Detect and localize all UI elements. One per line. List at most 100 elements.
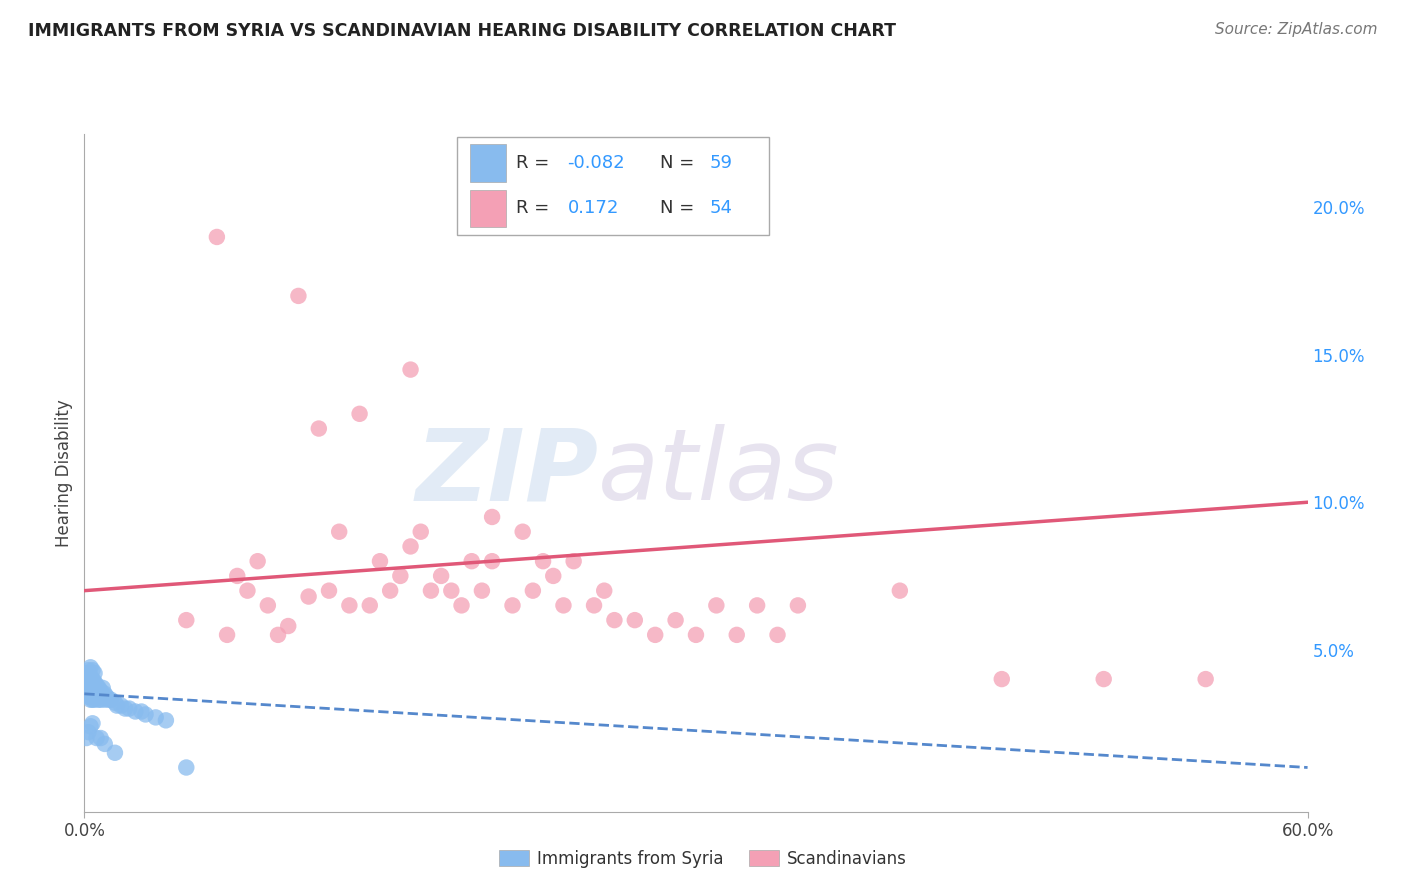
Point: [217, 628, 239, 642]
Text: 54: 54: [710, 200, 733, 218]
Point: [450, 599, 472, 613]
Point: [298, 590, 321, 604]
Point: [562, 554, 585, 568]
Text: -0.082: -0.082: [568, 154, 626, 172]
Y-axis label: Hearing Disability: Hearing Disability: [55, 399, 73, 547]
Point: [131, 705, 153, 719]
Point: [82, 672, 104, 686]
Point: [553, 599, 575, 613]
Point: [75, 681, 97, 695]
Point: [339, 599, 361, 613]
Point: [593, 583, 616, 598]
Point: [100, 692, 122, 706]
Point: [105, 698, 128, 713]
Point: [135, 707, 157, 722]
Point: [603, 613, 626, 627]
Point: [86, 731, 108, 745]
Point: [114, 701, 136, 715]
Point: [685, 628, 707, 642]
Point: [77, 672, 100, 686]
Point: [110, 698, 132, 713]
Point: [79, 681, 101, 695]
Point: [86, 684, 108, 698]
Point: [349, 407, 371, 421]
Legend: Immigrants from Syria, Scandinavians: Immigrants from Syria, Scandinavians: [492, 844, 914, 875]
Text: 0.172: 0.172: [568, 200, 619, 218]
Point: [481, 510, 503, 524]
Text: N =: N =: [661, 154, 700, 172]
Point: [97, 692, 120, 706]
Point: [889, 583, 911, 598]
Point: [75, 666, 97, 681]
Text: R =: R =: [516, 200, 555, 218]
Point: [399, 362, 422, 376]
FancyBboxPatch shape: [457, 137, 769, 235]
Point: [267, 628, 290, 642]
Point: [176, 613, 198, 627]
Point: [90, 692, 112, 706]
Point: [277, 619, 299, 633]
Point: [75, 687, 97, 701]
Point: [79, 669, 101, 683]
Point: [991, 672, 1014, 686]
Point: [430, 569, 453, 583]
Point: [79, 692, 101, 706]
Point: [226, 569, 249, 583]
FancyBboxPatch shape: [470, 190, 506, 227]
Point: [82, 687, 104, 701]
Point: [96, 690, 118, 704]
Text: 59: 59: [710, 154, 733, 172]
Point: [82, 692, 104, 706]
Text: IMMIGRANTS FROM SYRIA VS SCANDINAVIAN HEARING DISABILITY CORRELATION CHART: IMMIGRANTS FROM SYRIA VS SCANDINAVIAN HE…: [28, 22, 896, 40]
Point: [145, 710, 167, 724]
Point: [747, 599, 769, 613]
Point: [725, 628, 748, 642]
Point: [79, 687, 101, 701]
Point: [87, 681, 110, 695]
Point: [308, 421, 330, 435]
Text: ZIP: ZIP: [415, 425, 598, 521]
Point: [766, 628, 789, 642]
Text: Source: ZipAtlas.com: Source: ZipAtlas.com: [1215, 22, 1378, 37]
Point: [624, 613, 647, 627]
Point: [706, 599, 728, 613]
Point: [481, 554, 503, 568]
Point: [82, 681, 104, 695]
Point: [87, 687, 110, 701]
Point: [399, 540, 422, 554]
Point: [87, 692, 110, 706]
Text: N =: N =: [661, 200, 700, 218]
Point: [359, 599, 381, 613]
Point: [83, 681, 105, 695]
Point: [83, 692, 105, 706]
Point: [543, 569, 565, 583]
Point: [176, 760, 198, 774]
Point: [77, 684, 100, 698]
Text: atlas: atlas: [598, 425, 839, 521]
Point: [75, 672, 97, 686]
Point: [91, 681, 114, 695]
Point: [93, 737, 117, 751]
Point: [644, 628, 666, 642]
Point: [77, 663, 100, 677]
Point: [83, 687, 105, 701]
Point: [79, 660, 101, 674]
Point: [440, 583, 463, 598]
Point: [246, 554, 269, 568]
Point: [1195, 672, 1218, 686]
Point: [82, 716, 104, 731]
Point: [118, 701, 141, 715]
Point: [328, 524, 350, 539]
Point: [665, 613, 688, 627]
FancyBboxPatch shape: [470, 145, 506, 182]
Point: [236, 583, 259, 598]
Point: [409, 524, 432, 539]
Point: [83, 675, 105, 690]
Point: [287, 289, 309, 303]
Point: [91, 690, 114, 704]
Point: [86, 678, 108, 692]
Point: [502, 599, 524, 613]
Point: [79, 675, 101, 690]
Point: [93, 692, 117, 706]
Point: [522, 583, 544, 598]
